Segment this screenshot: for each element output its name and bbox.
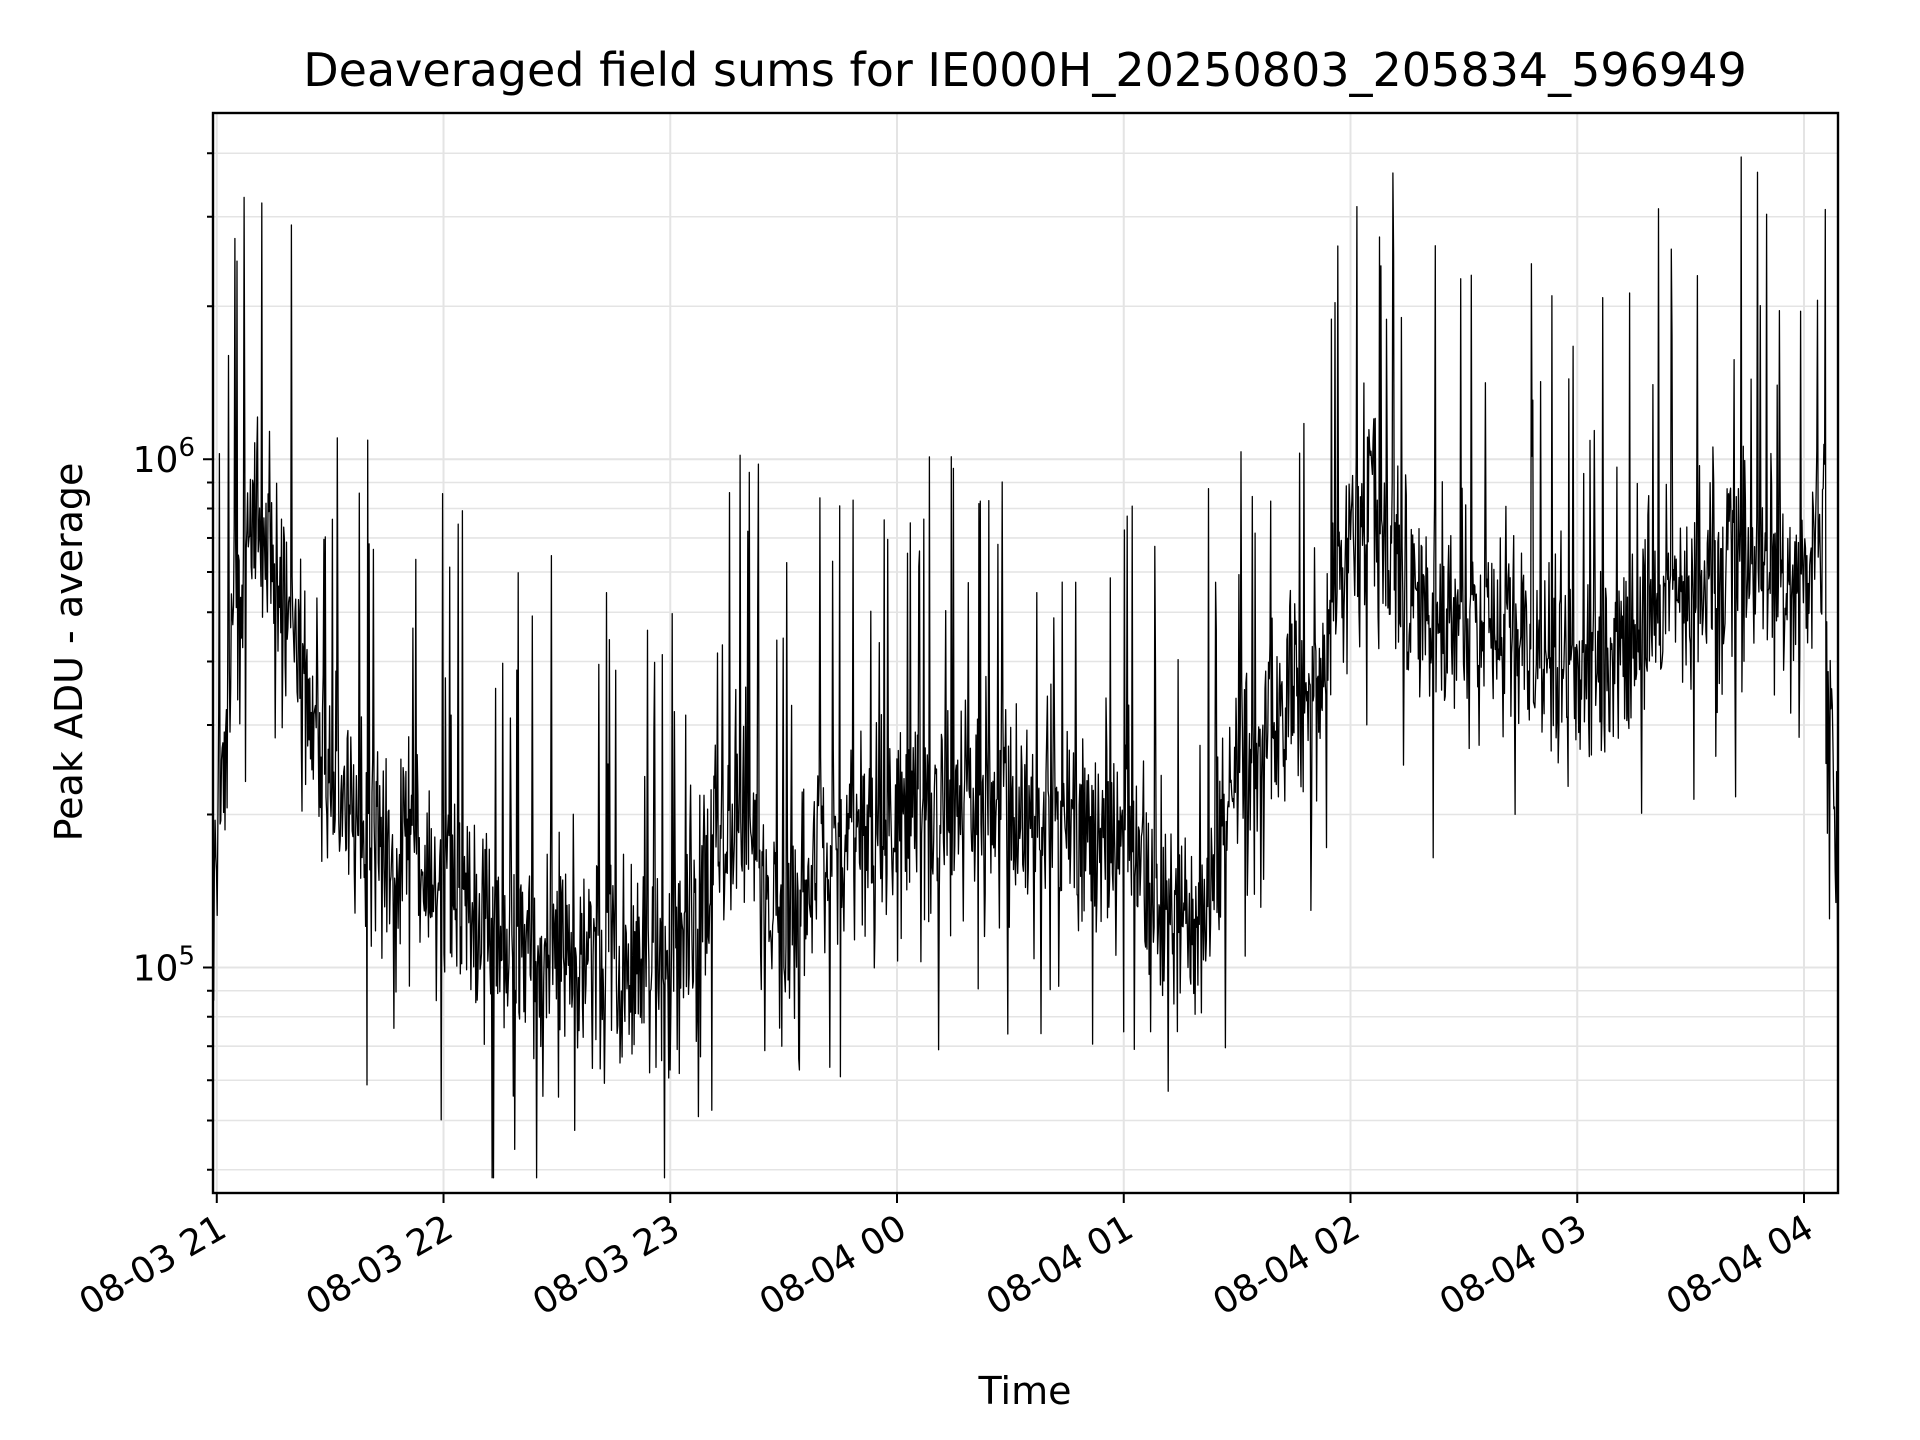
- y-axis-label: Peak ADU - average: [47, 463, 91, 842]
- y-tick-label: 105: [133, 941, 195, 989]
- series-line-group: [212, 156, 1839, 1179]
- grid: [213, 113, 1838, 1193]
- series-line: [212, 156, 1839, 1179]
- y-axis-ticks: 105 106: [133, 152, 213, 1171]
- y-tick-label: 106: [133, 433, 195, 481]
- chart-title: Deaveraged field sums for IE000H_2025080…: [303, 43, 1746, 97]
- plot-frame: [211, 111, 1840, 1195]
- x-axis-label: Time: [978, 1369, 1072, 1413]
